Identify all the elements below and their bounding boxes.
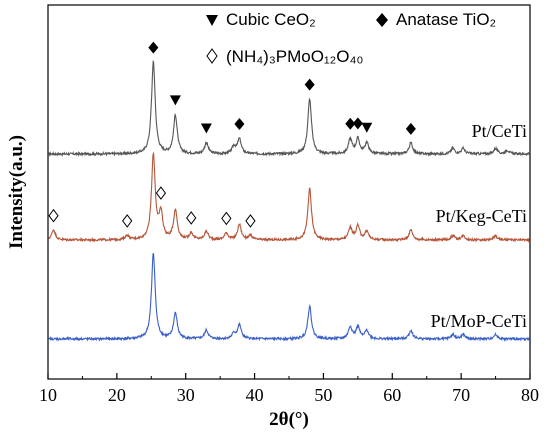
legend-entry-cubic-ceo2: Cubic CeO₂ <box>206 10 316 29</box>
series-line <box>48 60 530 157</box>
series-line <box>48 252 530 342</box>
x-tick-label: 10 <box>39 385 57 405</box>
anatase-diamond-icon <box>304 78 315 91</box>
x-tick-label: 60 <box>383 385 401 405</box>
series-label: Pt/Keg-CeTi <box>436 206 527 226</box>
anatase-diamond-icon <box>234 118 245 131</box>
x-tick-label: 80 <box>521 385 539 405</box>
anatase-diamond-icon <box>345 117 356 130</box>
pmo-open-diamond-icon <box>48 208 59 223</box>
anatase-diamond-icon <box>405 122 416 135</box>
x-tick-label: 40 <box>246 385 264 405</box>
anatase-diamond-icon <box>352 117 363 130</box>
pmo-open-diamond-icon <box>186 211 197 225</box>
pmo-open-diamond-icon <box>221 211 232 226</box>
legend-marker-filled-diamond-icon <box>376 13 388 27</box>
legend-label: Cubic CeO₂ <box>226 10 316 29</box>
x-tick-label: 70 <box>452 385 470 405</box>
ceo2-triangle-icon <box>169 95 181 106</box>
ceo2-triangle-icon <box>200 123 212 134</box>
x-tick-label: 50 <box>314 385 332 405</box>
x-axis: 10 20 30 40 50 60 70 80 <box>39 373 539 405</box>
legend-marker-filled-down-triangle-icon <box>206 15 218 26</box>
legend-marker-open-diamond-icon <box>206 48 218 64</box>
x-axis-label: 2θ(°) <box>269 409 309 430</box>
legend: Cubic CeO₂ Anatase TiO₂ (NH₄)₃PMoO₁₂O₄₀ <box>206 10 496 66</box>
pmo-open-diamond-icon <box>245 214 256 228</box>
peak-marker-layer <box>48 41 416 228</box>
y-axis-label: Intensity(a.u.) <box>6 135 27 249</box>
legend-label: Anatase TiO₂ <box>396 10 496 29</box>
anatase-diamond-icon <box>148 41 159 54</box>
pmo-open-diamond-icon <box>155 186 167 200</box>
series-label-layer: Pt/CeTi Pt/Keg-CeTi Pt/MoP-CeTi <box>431 121 527 331</box>
legend-entry-anatase-tio2: Anatase TiO₂ <box>376 10 496 29</box>
x-tick-label: 20 <box>108 385 126 405</box>
pmo-open-diamond-icon <box>122 214 133 228</box>
ceo2-triangle-icon <box>361 122 373 133</box>
series-label: Pt/CeTi <box>472 121 527 141</box>
legend-label: (NH₄)₃PMoO₁₂O₄₀ <box>226 47 363 66</box>
legend-entry-nh4-pmo: (NH₄)₃PMoO₁₂O₄₀ <box>206 47 363 66</box>
series-layer <box>48 60 530 342</box>
x-tick-label: 30 <box>177 385 195 405</box>
series-label: Pt/MoP-CeTi <box>431 311 527 331</box>
series-line <box>48 151 530 243</box>
